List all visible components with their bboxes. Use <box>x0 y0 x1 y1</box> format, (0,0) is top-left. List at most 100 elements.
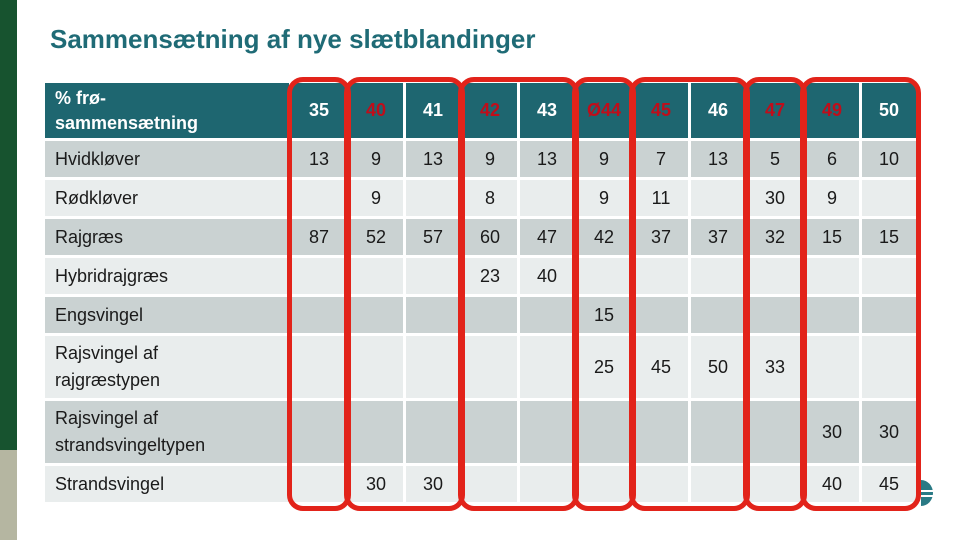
value-cell <box>520 297 574 333</box>
row-label: Rajgræs <box>45 219 289 255</box>
value-cell <box>862 297 916 333</box>
value-cell <box>349 297 403 333</box>
value-cell <box>634 297 688 333</box>
column-header-43: 43 <box>520 83 574 138</box>
value-cell <box>463 297 517 333</box>
value-cell <box>349 258 403 294</box>
value-cell <box>748 258 802 294</box>
value-cell <box>691 258 745 294</box>
value-cell <box>292 466 346 502</box>
row-label: Rajsvingel af strandsvingeltypen <box>45 401 289 463</box>
column-header-47: 47 <box>748 83 802 138</box>
value-cell: 45 <box>862 466 916 502</box>
page-title: Sammensætning af nye slætblandinger <box>50 24 536 54</box>
column-header-46: 46 <box>691 83 745 138</box>
value-cell: 37 <box>691 219 745 255</box>
value-cell: 9 <box>349 180 403 216</box>
value-cell <box>691 466 745 502</box>
value-cell: 33 <box>748 336 802 398</box>
value-cell: 50 <box>691 336 745 398</box>
value-cell <box>292 401 346 463</box>
value-cell: 13 <box>520 141 574 177</box>
value-cell: 87 <box>292 219 346 255</box>
value-cell: 23 <box>463 258 517 294</box>
logo-mark <box>921 480 933 506</box>
column-header-42: 42 <box>463 83 517 138</box>
value-cell <box>805 297 859 333</box>
value-cell <box>406 258 460 294</box>
value-cell <box>748 401 802 463</box>
value-cell <box>691 297 745 333</box>
value-cell: 13 <box>691 141 745 177</box>
value-cell: 52 <box>349 219 403 255</box>
value-cell: 30 <box>349 466 403 502</box>
table-header-line1: % frø- <box>55 88 106 109</box>
value-cell: 42 <box>577 219 631 255</box>
value-cell <box>634 466 688 502</box>
value-cell <box>634 401 688 463</box>
row-label: Hybridrajgræs <box>45 258 289 294</box>
value-cell: 15 <box>577 297 631 333</box>
row-label: Rødkløver <box>45 180 289 216</box>
value-cell: 9 <box>463 141 517 177</box>
value-cell: 15 <box>862 219 916 255</box>
value-cell: 40 <box>805 466 859 502</box>
value-cell <box>862 180 916 216</box>
column-header-49: 49 <box>805 83 859 138</box>
value-cell <box>691 180 745 216</box>
value-cell <box>349 401 403 463</box>
value-cell <box>691 401 745 463</box>
value-cell: 13 <box>406 141 460 177</box>
value-cell: 60 <box>463 219 517 255</box>
row-label: Rajsvingel af rajgræstypen <box>45 336 289 398</box>
value-cell <box>406 336 460 398</box>
value-cell: 9 <box>349 141 403 177</box>
value-cell: 11 <box>634 180 688 216</box>
value-cell <box>463 466 517 502</box>
column-header-35: 35 <box>292 83 346 138</box>
row-label: Hvidkløver <box>45 141 289 177</box>
value-cell <box>805 336 859 398</box>
table-header-line2: sammensætning <box>55 112 199 133</box>
value-cell <box>577 401 631 463</box>
row-label: Engsvingel <box>45 297 289 333</box>
column-header-50: 50 <box>862 83 916 138</box>
value-cell: 37 <box>634 219 688 255</box>
value-cell <box>463 336 517 398</box>
composition-table: % frø-sammensætning 35 40 41 42 43 Ø44 45 46 47 49… <box>45 83 916 502</box>
value-cell: 30 <box>805 401 859 463</box>
table-header-label: % frø-sammensætning <box>45 83 289 138</box>
value-cell <box>463 401 517 463</box>
value-cell: 30 <box>406 466 460 502</box>
value-cell: 6 <box>805 141 859 177</box>
value-cell <box>406 297 460 333</box>
value-cell: 47 <box>520 219 574 255</box>
value-cell <box>634 258 688 294</box>
value-cell <box>292 180 346 216</box>
column-header-41: 41 <box>406 83 460 138</box>
left-accent-bar-top <box>0 0 17 450</box>
value-cell <box>805 258 859 294</box>
value-cell: 13 <box>292 141 346 177</box>
value-cell <box>292 336 346 398</box>
value-cell: 5 <box>748 141 802 177</box>
value-cell: 9 <box>577 180 631 216</box>
value-cell: 32 <box>748 219 802 255</box>
value-cell: 9 <box>805 180 859 216</box>
value-cell <box>520 401 574 463</box>
value-cell <box>292 297 346 333</box>
value-cell <box>748 297 802 333</box>
value-cell: 25 <box>577 336 631 398</box>
value-cell <box>292 258 346 294</box>
value-cell: 40 <box>520 258 574 294</box>
value-cell <box>406 180 460 216</box>
value-cell: 9 <box>577 141 631 177</box>
value-cell: 8 <box>463 180 517 216</box>
value-cell <box>520 336 574 398</box>
value-cell: 30 <box>862 401 916 463</box>
value-cell <box>520 466 574 502</box>
value-cell <box>577 466 631 502</box>
value-cell <box>862 336 916 398</box>
value-cell <box>520 180 574 216</box>
